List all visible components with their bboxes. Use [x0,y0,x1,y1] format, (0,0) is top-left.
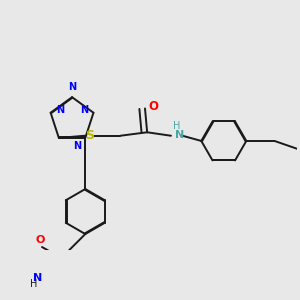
Text: O: O [35,235,44,245]
Text: H: H [173,121,181,130]
Text: N: N [34,273,43,283]
Text: N: N [80,105,88,115]
Text: S: S [85,129,94,142]
Text: N: N [68,82,76,92]
Text: N: N [175,130,184,140]
Text: O: O [148,100,158,113]
Text: N: N [56,105,64,115]
Text: N: N [73,140,81,151]
Text: H: H [30,280,38,290]
